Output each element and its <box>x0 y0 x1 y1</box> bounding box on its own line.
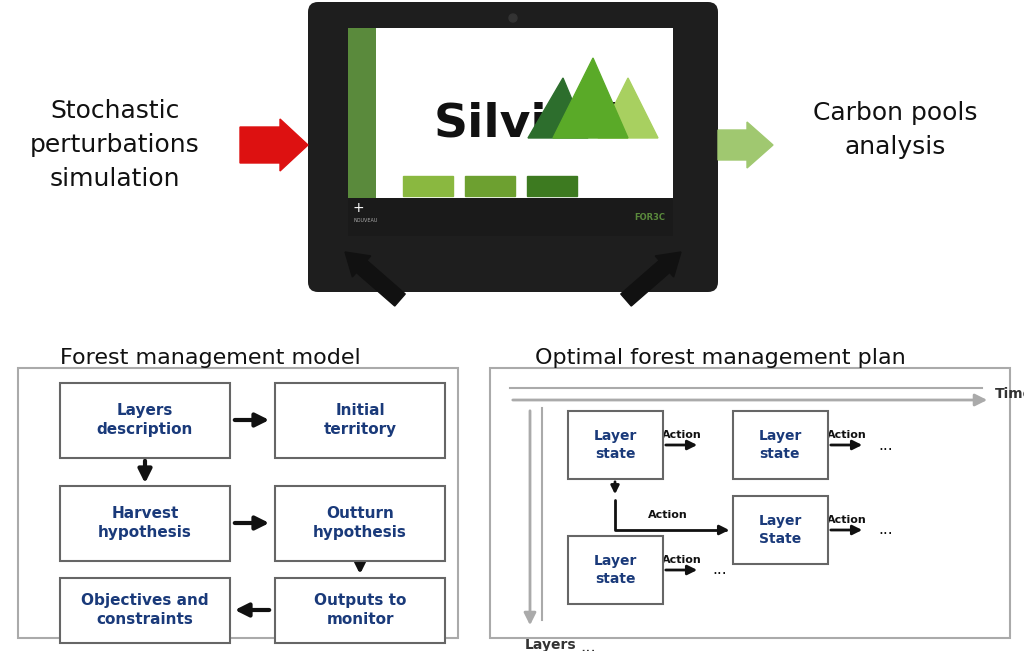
Bar <box>567 411 663 479</box>
Text: Action: Action <box>663 430 701 440</box>
Bar <box>527 176 577 196</box>
Text: Outturn
hypothesis: Outturn hypothesis <box>313 506 407 540</box>
Text: +: + <box>353 201 365 215</box>
Polygon shape <box>528 78 588 138</box>
Bar <box>348 28 376 236</box>
Text: ...: ... <box>878 437 893 452</box>
Text: Objectives and
constraints: Objectives and constraints <box>81 593 209 627</box>
Text: Layers: Layers <box>525 638 577 651</box>
FancyArrow shape <box>240 119 308 171</box>
Bar <box>60 486 230 561</box>
Text: ...: ... <box>580 638 596 651</box>
Text: Outputs to
monitor: Outputs to monitor <box>313 593 407 627</box>
Bar <box>490 368 1010 638</box>
FancyBboxPatch shape <box>308 2 718 292</box>
Text: Initial
territory: Initial territory <box>324 403 396 437</box>
Bar <box>403 176 453 196</box>
Text: Action: Action <box>663 555 701 565</box>
FancyArrow shape <box>718 122 773 168</box>
Text: Action: Action <box>827 515 867 525</box>
Bar <box>60 577 230 643</box>
Text: Time: Time <box>995 387 1024 401</box>
Text: Carbon pools
analysis: Carbon pools analysis <box>813 102 977 159</box>
Bar <box>732 411 827 479</box>
Text: Stochastic
perturbations
simulation: Stochastic perturbations simulation <box>30 100 200 191</box>
Bar <box>465 176 515 196</box>
Text: Optimal forest management plan: Optimal forest management plan <box>535 348 905 368</box>
Text: Layers
description: Layers description <box>97 403 194 437</box>
Text: ...: ... <box>712 562 727 577</box>
FancyArrow shape <box>621 252 681 306</box>
Text: FOR3C: FOR3C <box>634 214 665 223</box>
Text: SilviLab: SilviLab <box>433 102 643 146</box>
Text: Layer
state: Layer state <box>593 555 637 586</box>
Text: Harvest
hypothesis: Harvest hypothesis <box>98 506 191 540</box>
Text: Action: Action <box>827 430 867 440</box>
Text: ...: ... <box>878 523 893 538</box>
Bar <box>275 383 445 458</box>
Text: NOUVEAU: NOUVEAU <box>353 217 378 223</box>
Bar <box>275 486 445 561</box>
Bar <box>18 368 458 638</box>
Bar <box>60 383 230 458</box>
Text: Layer
State: Layer State <box>759 514 802 546</box>
Bar <box>348 198 673 236</box>
Text: Layer
state: Layer state <box>759 430 802 461</box>
Text: Layer
state: Layer state <box>593 430 637 461</box>
Text: Forest management model: Forest management model <box>59 348 360 368</box>
FancyArrow shape <box>345 252 406 306</box>
Polygon shape <box>553 58 628 138</box>
Bar <box>567 536 663 604</box>
Bar <box>732 496 827 564</box>
Text: Action: Action <box>648 510 688 520</box>
Circle shape <box>509 14 517 22</box>
Bar <box>275 577 445 643</box>
Polygon shape <box>598 78 658 138</box>
Bar <box>348 28 673 236</box>
